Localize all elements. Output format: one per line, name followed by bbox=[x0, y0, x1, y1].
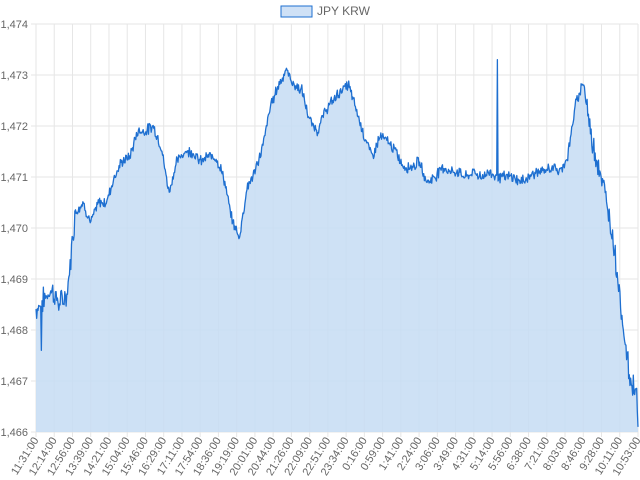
y-tick-label: 1,467 bbox=[0, 376, 28, 388]
legend-label: JPY KRW bbox=[317, 4, 371, 18]
y-tick-label: 1,469 bbox=[0, 274, 28, 286]
y-tick-label: 1,472 bbox=[0, 121, 28, 133]
y-tick-label: 1,470 bbox=[0, 223, 28, 235]
y-tick-label: 1,474 bbox=[0, 19, 28, 31]
series-area bbox=[36, 59, 638, 432]
x-axis-ticks: 11:31:0012:14:0012:56:0013:39:0014:21:00… bbox=[9, 435, 640, 478]
series-line bbox=[35, 59, 639, 427]
y-tick-label: 1,473 bbox=[0, 70, 28, 82]
y-axis-ticks: 1,466 1,467 1,468 1,469 1,470 1,471 1,472 1,473… bbox=[0, 19, 28, 439]
y-tick-label: 1,471 bbox=[0, 172, 28, 184]
y-tick-label: 1,466 bbox=[0, 427, 28, 439]
legend: JPY KRW bbox=[280, 4, 371, 18]
y-tick-label: 1,468 bbox=[0, 325, 28, 337]
legend-swatch bbox=[280, 5, 313, 18]
